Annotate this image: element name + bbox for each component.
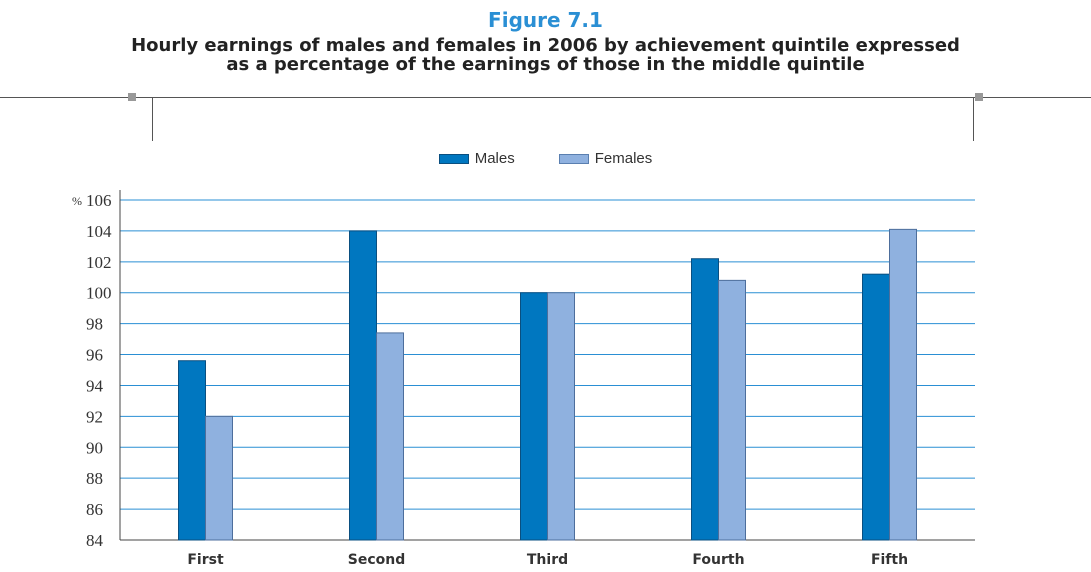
frame-top-rule bbox=[0, 97, 1091, 98]
y-unit-label: % bbox=[72, 194, 82, 208]
figure-label: Figure 7.1 bbox=[488, 8, 603, 32]
bar-males-first bbox=[178, 360, 206, 541]
legend-item-males: Males bbox=[438, 150, 515, 167]
bar-females-fifth bbox=[889, 228, 917, 541]
bar-females-fourth bbox=[718, 279, 746, 541]
y-tick-label-94: 94 bbox=[86, 376, 104, 395]
bar-females-first bbox=[205, 415, 233, 541]
x-tick-label-second: Second bbox=[348, 552, 405, 568]
y-tick-label-84: 84 bbox=[86, 531, 104, 550]
chart-legend: Males Females bbox=[0, 150, 1091, 167]
y-tick-label-86: 86 bbox=[86, 500, 103, 519]
y-tick-label-104: 104 bbox=[86, 222, 112, 241]
y-tick-label-88: 88 bbox=[86, 469, 103, 488]
legend-swatch-males bbox=[438, 153, 469, 164]
y-tick-label-90: 90 bbox=[86, 438, 103, 457]
legend-label-females: Females bbox=[594, 150, 653, 167]
y-tick-label-106: 106 bbox=[86, 191, 112, 210]
frame-left-marker bbox=[128, 93, 136, 101]
bar-males-third bbox=[520, 292, 548, 541]
bar-males-fourth bbox=[691, 258, 719, 541]
y-tick-label-100: 100 bbox=[86, 284, 112, 303]
legend-swatch-females bbox=[558, 153, 589, 164]
y-tick-label-102: 102 bbox=[86, 253, 112, 272]
x-tick-label-third: Third bbox=[527, 552, 568, 568]
chart-title-line-2: as a percentage of the earnings of those… bbox=[226, 54, 865, 75]
bar-males-second bbox=[349, 230, 377, 541]
bar-males-fifth bbox=[862, 273, 890, 541]
bar-females-third bbox=[547, 292, 575, 541]
chart-title: Hourly earnings of males and females in … bbox=[80, 36, 1011, 74]
y-tick-label-92: 92 bbox=[86, 407, 103, 426]
y-tick-label-98: 98 bbox=[86, 315, 103, 334]
x-tick-label-first: First bbox=[187, 552, 224, 568]
x-tick-label-fourth: Fourth bbox=[692, 552, 744, 568]
legend-item-females: Females bbox=[558, 150, 653, 167]
frame-right-tick bbox=[973, 97, 974, 141]
bar-females-second bbox=[376, 332, 404, 541]
x-tick-label-fifth: Fifth bbox=[871, 552, 908, 568]
y-tick-label-96: 96 bbox=[86, 346, 103, 365]
frame-right-marker bbox=[975, 93, 983, 101]
legend-label-males: Males bbox=[474, 150, 515, 167]
frame-left-tick bbox=[152, 97, 153, 141]
chart-title-line-1: Hourly earnings of males and females in … bbox=[131, 35, 960, 56]
